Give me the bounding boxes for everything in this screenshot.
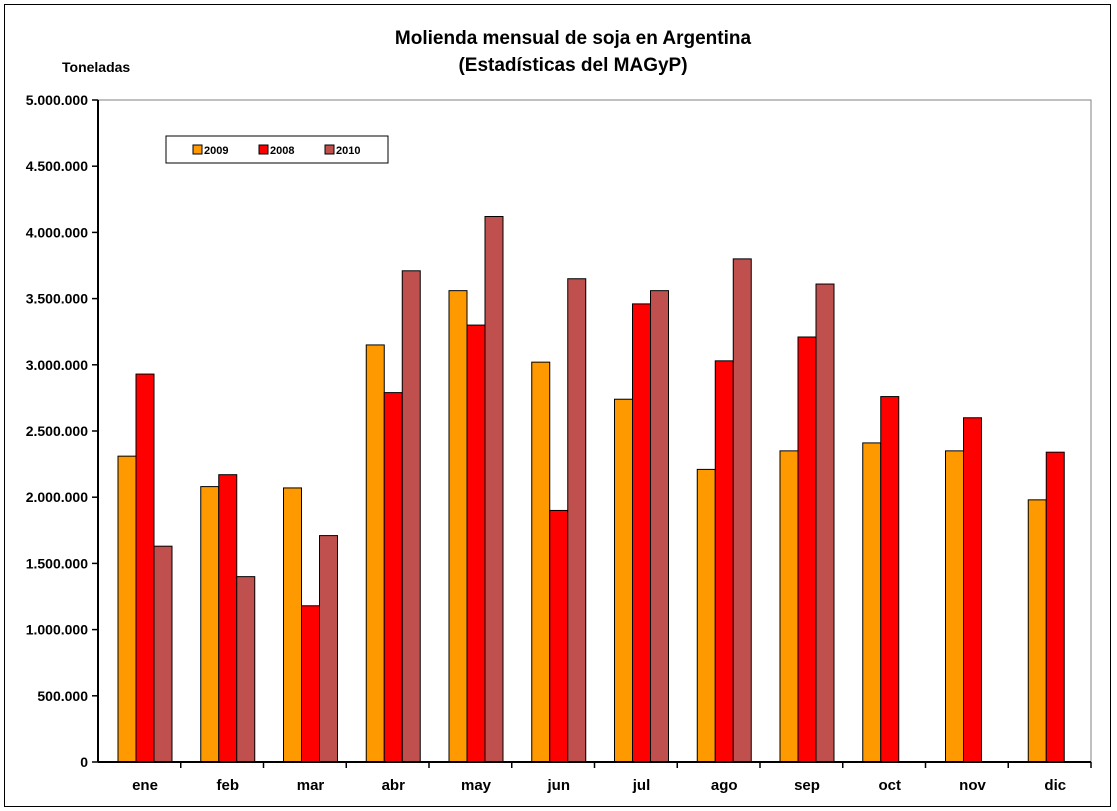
bar-2009-mar (283, 487, 302, 763)
x-tick-label: may (461, 777, 492, 794)
bar-2008-abr (383, 392, 403, 763)
x-tick-label: jul (632, 777, 651, 794)
legend-label-2009: 2009 (204, 145, 228, 157)
y-axis-label: Toneladas (62, 59, 130, 75)
bar-2008-dic (1045, 451, 1065, 763)
bar-2010-feb (236, 576, 256, 763)
x-tick-label: feb (217, 777, 240, 794)
bar-2008-nov (963, 417, 982, 763)
bar-2010-abr (401, 270, 421, 763)
bar-2010-jun (567, 278, 587, 763)
bar-2009-feb (200, 486, 220, 763)
bar-2008-ene (135, 373, 155, 763)
bar-2008-sep (797, 336, 817, 763)
bar-2010-mar (319, 535, 338, 763)
bar-2009-oct (862, 442, 882, 763)
x-tick-label: mar (297, 777, 325, 794)
bar-2008-oct (880, 396, 900, 763)
plot-area (97, 99, 1092, 763)
y-axis: 0 500.000 1.000.000 1.500.000 2.000.000 2.500… (26, 92, 98, 770)
bar-2010-sep (815, 283, 835, 763)
x-tick-label: nov (959, 777, 986, 794)
bar-2008-ago (714, 360, 734, 763)
x-tick-label: oct (879, 777, 902, 794)
y-tick-label: 4.000.000 (26, 224, 88, 240)
bar-2008-mar (301, 605, 320, 763)
bar-2010-jul (650, 290, 669, 763)
x-tick-label: ene (132, 777, 158, 794)
bar-2010-ene (153, 545, 173, 763)
bar-2009-jun (531, 361, 551, 763)
bar-2010-may (484, 216, 504, 763)
legend-label-2008: 2008 (270, 145, 294, 157)
bar-2009-abr (365, 344, 385, 763)
bar-2009-ene (117, 455, 137, 763)
bar-2008-may (466, 324, 486, 763)
y-tick-label: 3.000.000 (26, 357, 88, 373)
legend-swatch-2010 (324, 144, 335, 155)
y-tick-label: 0 (80, 754, 88, 770)
x-tick-label: abr (382, 777, 406, 794)
bar-2008-jun (549, 509, 569, 763)
chart-title: Molienda mensual de soja en Argentina (395, 28, 752, 49)
y-tick-label: 1.500.000 (26, 555, 88, 571)
bar-2009-dic (1027, 499, 1047, 763)
y-tick-label: 4.500.000 (26, 158, 88, 174)
y-tick-label: 500.000 (37, 688, 88, 704)
y-tick-label: 3.500.000 (26, 291, 88, 307)
bar-2009-jul (614, 398, 633, 763)
y-tick-label: 2.500.000 (26, 423, 88, 439)
x-tick-label: dic (1044, 777, 1066, 794)
bar-2009-nov (945, 450, 964, 763)
bars-group (117, 216, 1065, 763)
bar-2009-ago (696, 468, 716, 763)
y-tick-label: 1.000.000 (26, 622, 88, 638)
legend-swatch-2009 (192, 144, 203, 155)
y-tick-label: 5.000.000 (26, 92, 88, 108)
y-tick-label: 2.000.000 (26, 489, 88, 505)
bar-2009-sep (779, 450, 799, 763)
x-tick-label: jun (547, 777, 571, 794)
legend-label-2010: 2010 (336, 145, 360, 157)
bar-2009-may (448, 290, 468, 763)
bar-2008-feb (218, 474, 238, 763)
bar-2010-ago (732, 258, 752, 763)
legend-swatch-2008 (258, 144, 269, 155)
x-tick-label: sep (794, 777, 820, 794)
bar-2008-jul (632, 303, 651, 763)
x-axis: ene feb mar abr may jun jul ago sep oct nov dic (132, 762, 1092, 794)
legend-box (165, 135, 389, 164)
legend: 2009 2008 2010 (165, 135, 389, 164)
x-tick-label: ago (711, 777, 738, 794)
chart-subtitle: (Estadísticas del MAGyP) (458, 55, 687, 76)
